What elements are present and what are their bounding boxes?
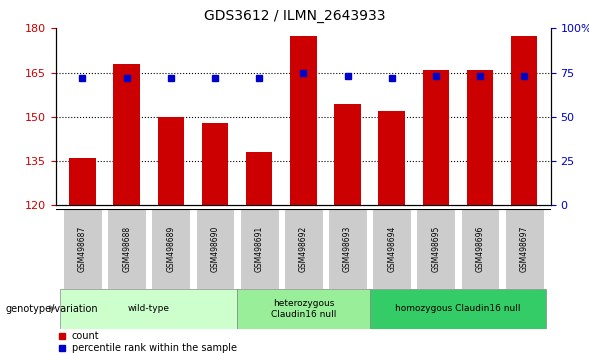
Bar: [423, 70, 449, 205]
Text: GSM498694: GSM498694: [387, 225, 396, 272]
Text: GSM498695: GSM498695: [431, 225, 441, 272]
Text: GSM498696: GSM498696: [475, 225, 485, 272]
Bar: [461, 209, 499, 289]
Bar: [466, 70, 494, 205]
Bar: [290, 36, 317, 205]
Bar: [284, 209, 323, 289]
Bar: [113, 64, 140, 205]
Bar: [416, 209, 455, 289]
Bar: [378, 111, 405, 205]
Text: count: count: [72, 331, 100, 341]
Text: homozygous Claudin16 null: homozygous Claudin16 null: [395, 304, 521, 313]
Bar: [335, 104, 360, 205]
Bar: [151, 209, 190, 289]
Bar: [370, 289, 547, 329]
Text: genotype/variation: genotype/variation: [6, 304, 98, 314]
Bar: [328, 209, 367, 289]
Text: GSM498693: GSM498693: [343, 225, 352, 272]
Text: GSM498688: GSM498688: [122, 225, 131, 272]
Bar: [511, 36, 537, 205]
Text: percentile rank within the sample: percentile rank within the sample: [72, 343, 237, 353]
Bar: [237, 289, 370, 329]
Text: GSM498692: GSM498692: [299, 225, 308, 272]
Bar: [246, 152, 272, 205]
Text: GSM498689: GSM498689: [166, 225, 176, 272]
Text: GSM498691: GSM498691: [254, 225, 264, 272]
Bar: [196, 209, 234, 289]
Bar: [107, 209, 146, 289]
Bar: [70, 158, 95, 205]
Text: GDS3612 / ILMN_2643933: GDS3612 / ILMN_2643933: [204, 9, 385, 23]
Bar: [63, 209, 102, 289]
Bar: [158, 117, 184, 205]
Text: heterozygous
Claudin16 null: heterozygous Claudin16 null: [271, 299, 336, 319]
Bar: [201, 123, 229, 205]
Text: GSM498697: GSM498697: [519, 225, 529, 272]
Bar: [372, 209, 411, 289]
Bar: [505, 209, 544, 289]
Bar: [240, 209, 279, 289]
Text: GSM498690: GSM498690: [210, 225, 220, 272]
Text: GSM498687: GSM498687: [78, 225, 87, 272]
Bar: [61, 289, 237, 329]
Text: wild-type: wild-type: [128, 304, 170, 313]
